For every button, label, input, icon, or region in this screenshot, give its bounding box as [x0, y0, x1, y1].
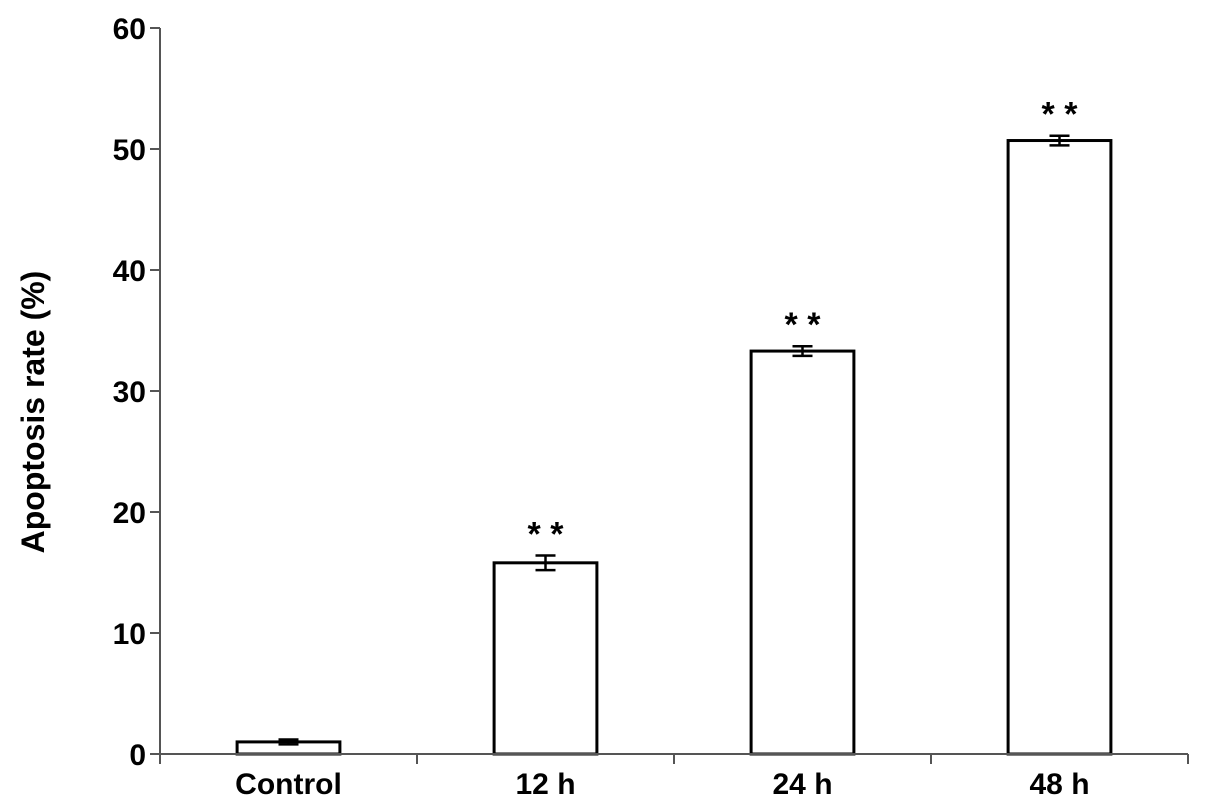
- bar: [749, 349, 856, 756]
- y-axis-ticks: 0 10 20 30 40 50 60: [113, 13, 160, 772]
- significance-marker: * *: [528, 516, 565, 554]
- significance-marker: * *: [1042, 96, 1079, 134]
- y-tick-label: 20: [113, 497, 146, 530]
- x-axis-ticks: Control 12 h 24 h 48 h: [159, 754, 1189, 801]
- y-tick-label: 10: [113, 618, 146, 651]
- y-tick-label: 60: [113, 13, 146, 46]
- x-tick-label: 12 h: [515, 768, 575, 801]
- x-tick-label: 24 h: [772, 768, 832, 801]
- y-axis-title: Apoptosis rate (%): [15, 271, 51, 554]
- y-tick-label: 40: [113, 255, 146, 288]
- y-tick-label: 0: [129, 739, 146, 772]
- y-tick-label: 30: [113, 376, 146, 409]
- bar: [1006, 139, 1113, 756]
- significance-marker: * *: [785, 306, 822, 344]
- x-tick-label: 48 h: [1029, 768, 1089, 801]
- bar-group: * * * * * *: [235, 96, 1113, 756]
- y-tick-label: 50: [113, 134, 146, 167]
- x-tick-label: Control: [235, 768, 342, 801]
- bar: [492, 561, 599, 756]
